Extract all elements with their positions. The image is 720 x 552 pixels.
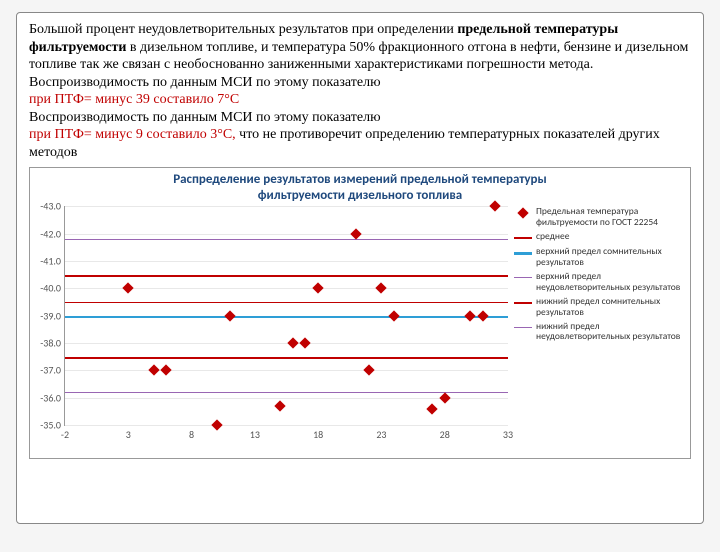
legend-label: Предельная температура фильтруемости по … bbox=[536, 206, 684, 228]
text-run: Большой процент неудовлетворительных рез… bbox=[29, 22, 457, 37]
chart-container: Распределение результатов измерений пред… bbox=[29, 167, 691, 459]
reference-line bbox=[65, 392, 508, 393]
data-point bbox=[363, 365, 374, 376]
text-run: в дизельном топливе, и температура 50% ф… bbox=[29, 40, 688, 73]
y-tick-label: -37.0 bbox=[35, 364, 61, 377]
reference-line bbox=[65, 302, 508, 303]
legend-marker bbox=[514, 233, 532, 243]
chart-body: -43.0-42.0-41.0-40.0-39.0-38.0-37.0-36.0… bbox=[36, 206, 684, 444]
data-point bbox=[350, 228, 361, 239]
data-point bbox=[312, 283, 323, 294]
y-tick-label: -38.0 bbox=[35, 337, 61, 350]
data-point bbox=[477, 310, 488, 321]
text-highlight: при ПТФ= минус 9 составило 3°С, bbox=[29, 127, 236, 142]
gridline bbox=[65, 234, 508, 235]
reference-line bbox=[65, 239, 508, 240]
data-point bbox=[464, 310, 475, 321]
data-point bbox=[439, 392, 450, 403]
legend-marker bbox=[514, 248, 532, 258]
data-point bbox=[287, 337, 298, 348]
gridline bbox=[65, 261, 508, 262]
legend-marker bbox=[514, 208, 532, 218]
reference-line bbox=[65, 357, 508, 359]
gridline bbox=[65, 370, 508, 371]
data-point bbox=[161, 365, 172, 376]
data-point bbox=[123, 283, 134, 294]
text-run: Воспроизводимость по данным МСИ по этому… bbox=[29, 75, 381, 90]
gridline bbox=[65, 425, 508, 426]
x-tick-label: 13 bbox=[250, 428, 260, 441]
text-run: Воспроизводимость по данным МСИ по этому… bbox=[29, 110, 381, 125]
data-point bbox=[148, 365, 159, 376]
data-point bbox=[224, 310, 235, 321]
legend-label: среднее bbox=[536, 231, 569, 242]
legend-item: верхний предел сомнительных результатов bbox=[514, 246, 684, 268]
chart-title-line: фильтруемости дизельного топлива bbox=[258, 188, 462, 203]
data-point bbox=[211, 420, 222, 431]
x-tick-label: 18 bbox=[313, 428, 323, 441]
legend-marker bbox=[514, 298, 532, 308]
plot-area: -43.0-42.0-41.0-40.0-39.0-38.0-37.0-36.0… bbox=[64, 206, 508, 426]
x-tick-label: 28 bbox=[440, 428, 450, 441]
legend-item: нижний предел сомнительных результатов bbox=[514, 296, 684, 318]
gridline bbox=[65, 206, 508, 207]
x-tick-label: 8 bbox=[189, 428, 194, 441]
x-tick-label: 3 bbox=[126, 428, 131, 441]
legend-item: среднее bbox=[514, 231, 684, 243]
x-tick-label: 33 bbox=[503, 428, 513, 441]
reference-line bbox=[65, 316, 508, 318]
y-tick-label: -43.0 bbox=[35, 200, 61, 213]
x-tick-label: 23 bbox=[376, 428, 386, 441]
reference-line bbox=[65, 275, 508, 277]
gridline bbox=[65, 343, 508, 344]
y-tick-label: -39.0 bbox=[35, 309, 61, 322]
y-tick-label: -42.0 bbox=[35, 227, 61, 240]
text-highlight: при ПТФ= минус 39 составило 7°С bbox=[29, 92, 239, 107]
legend-marker bbox=[514, 273, 532, 283]
data-point bbox=[376, 283, 387, 294]
data-point bbox=[300, 337, 311, 348]
chart-title-line: Распределение результатов измерений пред… bbox=[173, 172, 547, 187]
legend-item: нижний предел неудовлетворительных резул… bbox=[514, 321, 684, 343]
data-point bbox=[388, 310, 399, 321]
y-tick-label: -40.0 bbox=[35, 282, 61, 295]
body-paragraph: Большой процент неудовлетворительных рез… bbox=[29, 21, 691, 161]
legend-item: верхний предел неудовлетворительных резу… bbox=[514, 271, 684, 293]
slide-page: Большой процент неудовлетворительных рез… bbox=[16, 12, 704, 524]
legend-label: верхний предел неудовлетворительных резу… bbox=[536, 271, 684, 293]
legend-item: Предельная температура фильтруемости по … bbox=[514, 206, 684, 228]
legend-label: верхний предел сомнительных результатов bbox=[536, 246, 684, 268]
legend-marker bbox=[514, 323, 532, 333]
x-tick-label: -2 bbox=[61, 428, 69, 441]
y-tick-label: -35.0 bbox=[35, 419, 61, 432]
chart-title: Распределение результатов измерений пред… bbox=[36, 172, 684, 203]
y-tick-label: -36.0 bbox=[35, 391, 61, 404]
chart-legend: Предельная температура фильтруемости по … bbox=[508, 206, 684, 444]
legend-label: нижний предел сомнительных результатов bbox=[536, 296, 684, 318]
data-point bbox=[426, 403, 437, 414]
data-point bbox=[274, 400, 285, 411]
y-tick-label: -41.0 bbox=[35, 254, 61, 267]
legend-label: нижний предел неудовлетворительных резул… bbox=[536, 321, 684, 343]
